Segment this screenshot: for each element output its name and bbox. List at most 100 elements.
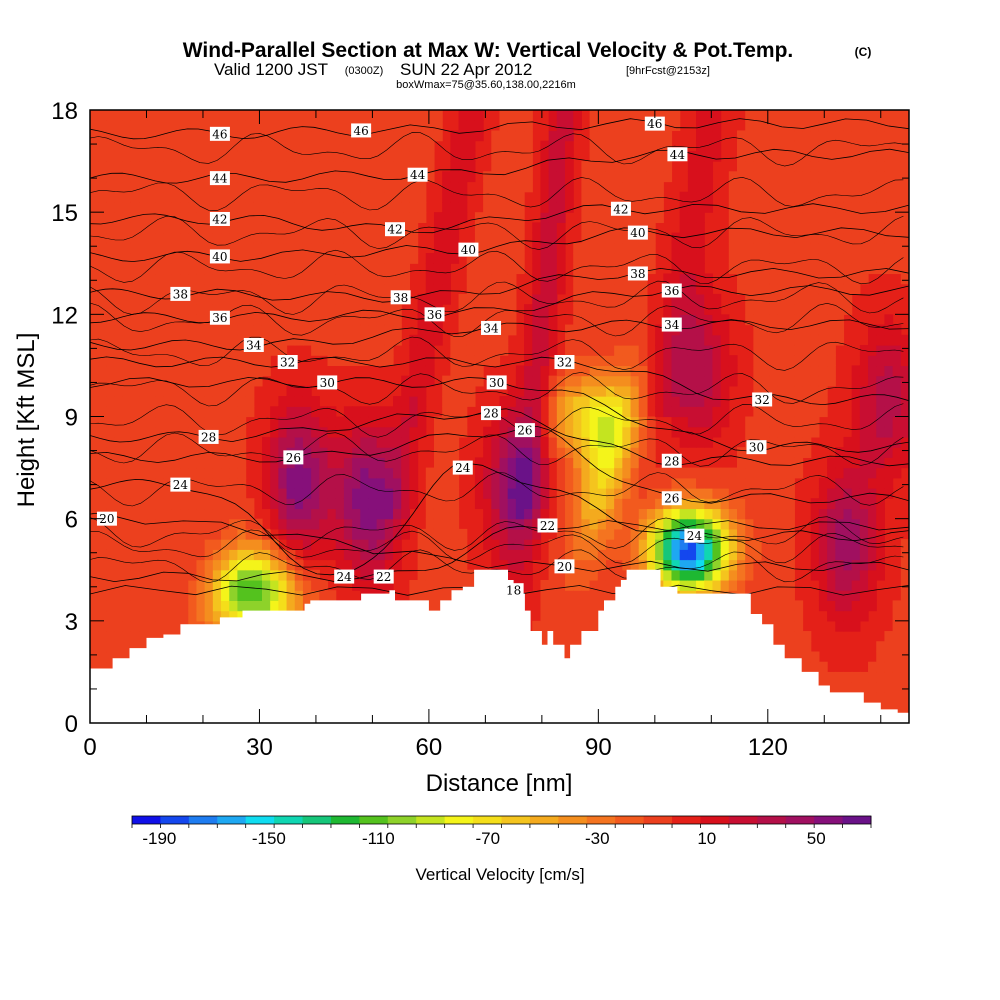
velocity-cell bbox=[499, 498, 509, 510]
velocity-cell bbox=[106, 293, 116, 305]
velocity-cell bbox=[638, 498, 648, 510]
velocity-cell bbox=[737, 549, 746, 561]
velocity-cell bbox=[827, 263, 836, 275]
velocity-cell bbox=[540, 365, 550, 377]
velocity-cell bbox=[753, 375, 763, 387]
velocity-cell bbox=[556, 130, 566, 142]
velocity-cell bbox=[139, 375, 148, 387]
velocity-cell bbox=[90, 600, 99, 612]
velocity-cell bbox=[827, 191, 836, 203]
velocity-cell bbox=[818, 344, 828, 356]
velocity-cell bbox=[155, 304, 165, 315]
velocity-cell bbox=[204, 590, 214, 601]
velocity-cell bbox=[483, 304, 492, 315]
velocity-cell bbox=[663, 579, 673, 591]
velocity-cell bbox=[827, 559, 836, 571]
velocity-cell bbox=[98, 590, 107, 601]
velocity-cell bbox=[188, 201, 198, 213]
velocity-cell bbox=[188, 120, 198, 132]
velocity-cell bbox=[163, 150, 173, 162]
velocity-cell bbox=[868, 396, 877, 407]
velocity-cell bbox=[589, 508, 599, 520]
velocity-cell bbox=[810, 171, 820, 183]
velocity-cell bbox=[294, 273, 304, 285]
velocity-cell bbox=[352, 569, 361, 581]
velocity-cell bbox=[147, 120, 157, 132]
velocity-cell bbox=[745, 539, 754, 550]
velocity-cell bbox=[188, 467, 198, 479]
velocity-cell bbox=[417, 569, 427, 581]
velocity-cell bbox=[163, 242, 173, 254]
velocity-cell bbox=[212, 334, 222, 346]
velocity-cell bbox=[884, 253, 894, 264]
velocity-cell bbox=[278, 590, 288, 601]
velocity-cell bbox=[139, 467, 148, 479]
velocity-cell bbox=[745, 110, 754, 121]
velocity-cell bbox=[343, 324, 353, 336]
velocity-cell bbox=[540, 467, 550, 479]
velocity-cell bbox=[769, 161, 779, 172]
velocity-cell bbox=[204, 488, 214, 499]
velocity-cell bbox=[532, 488, 542, 499]
velocity-cell bbox=[90, 130, 99, 142]
velocity-cell bbox=[147, 508, 157, 520]
velocity-cell bbox=[655, 396, 664, 407]
velocity-cell bbox=[491, 549, 501, 561]
velocity-cell bbox=[401, 273, 411, 285]
velocity-cell bbox=[491, 222, 501, 234]
velocity-cell bbox=[818, 161, 828, 172]
velocity-cell bbox=[507, 549, 517, 561]
velocity-cell bbox=[704, 314, 714, 326]
velocity-cell bbox=[335, 498, 345, 510]
velocity-cell bbox=[245, 355, 255, 367]
velocity-cell bbox=[352, 457, 361, 469]
velocity-cell bbox=[180, 498, 189, 510]
velocity-cell bbox=[499, 324, 509, 336]
velocity-cell bbox=[712, 365, 722, 377]
velocity-cell bbox=[188, 283, 198, 295]
velocity-cell bbox=[409, 334, 419, 346]
velocity-cell bbox=[597, 447, 607, 458]
velocity-cell bbox=[687, 579, 697, 591]
velocity-cell bbox=[671, 549, 681, 561]
velocity-cell bbox=[98, 365, 107, 377]
velocity-cell bbox=[343, 477, 353, 489]
velocity-cell bbox=[106, 549, 116, 561]
velocity-cell bbox=[450, 518, 460, 530]
velocity-cell bbox=[679, 242, 689, 254]
velocity-cell bbox=[655, 161, 664, 172]
velocity-cell bbox=[130, 528, 140, 540]
velocity-cell bbox=[712, 130, 722, 142]
velocity-cell bbox=[679, 477, 689, 489]
velocity-cell bbox=[278, 201, 288, 213]
velocity-cell bbox=[139, 610, 148, 622]
velocity-cell bbox=[843, 539, 853, 550]
velocity-cell bbox=[261, 488, 271, 499]
velocity-cell bbox=[114, 150, 124, 162]
velocity-cell bbox=[761, 610, 771, 622]
velocity-cell bbox=[532, 344, 542, 356]
velocity-cell bbox=[311, 273, 320, 285]
velocity-cell bbox=[401, 488, 411, 499]
velocity-cell bbox=[212, 304, 222, 315]
velocity-cell bbox=[614, 242, 623, 254]
velocity-cell bbox=[515, 467, 525, 479]
velocity-cell bbox=[98, 201, 107, 213]
velocity-cell bbox=[311, 457, 320, 469]
velocity-cell bbox=[827, 324, 836, 336]
velocity-cell bbox=[130, 273, 140, 285]
velocity-cell bbox=[401, 232, 411, 244]
velocity-cell bbox=[859, 212, 869, 223]
velocity-cell bbox=[556, 426, 566, 438]
velocity-cell bbox=[114, 293, 124, 305]
velocity-cell bbox=[417, 304, 427, 315]
velocity-cell bbox=[106, 191, 116, 203]
velocity-cell bbox=[737, 457, 746, 469]
velocity-cell bbox=[581, 222, 591, 234]
velocity-cell bbox=[139, 600, 148, 612]
velocity-cell bbox=[286, 385, 296, 397]
velocity-cell bbox=[802, 110, 812, 121]
velocity-cell bbox=[802, 334, 812, 346]
velocity-cell bbox=[343, 273, 353, 285]
velocity-cell bbox=[835, 549, 845, 561]
